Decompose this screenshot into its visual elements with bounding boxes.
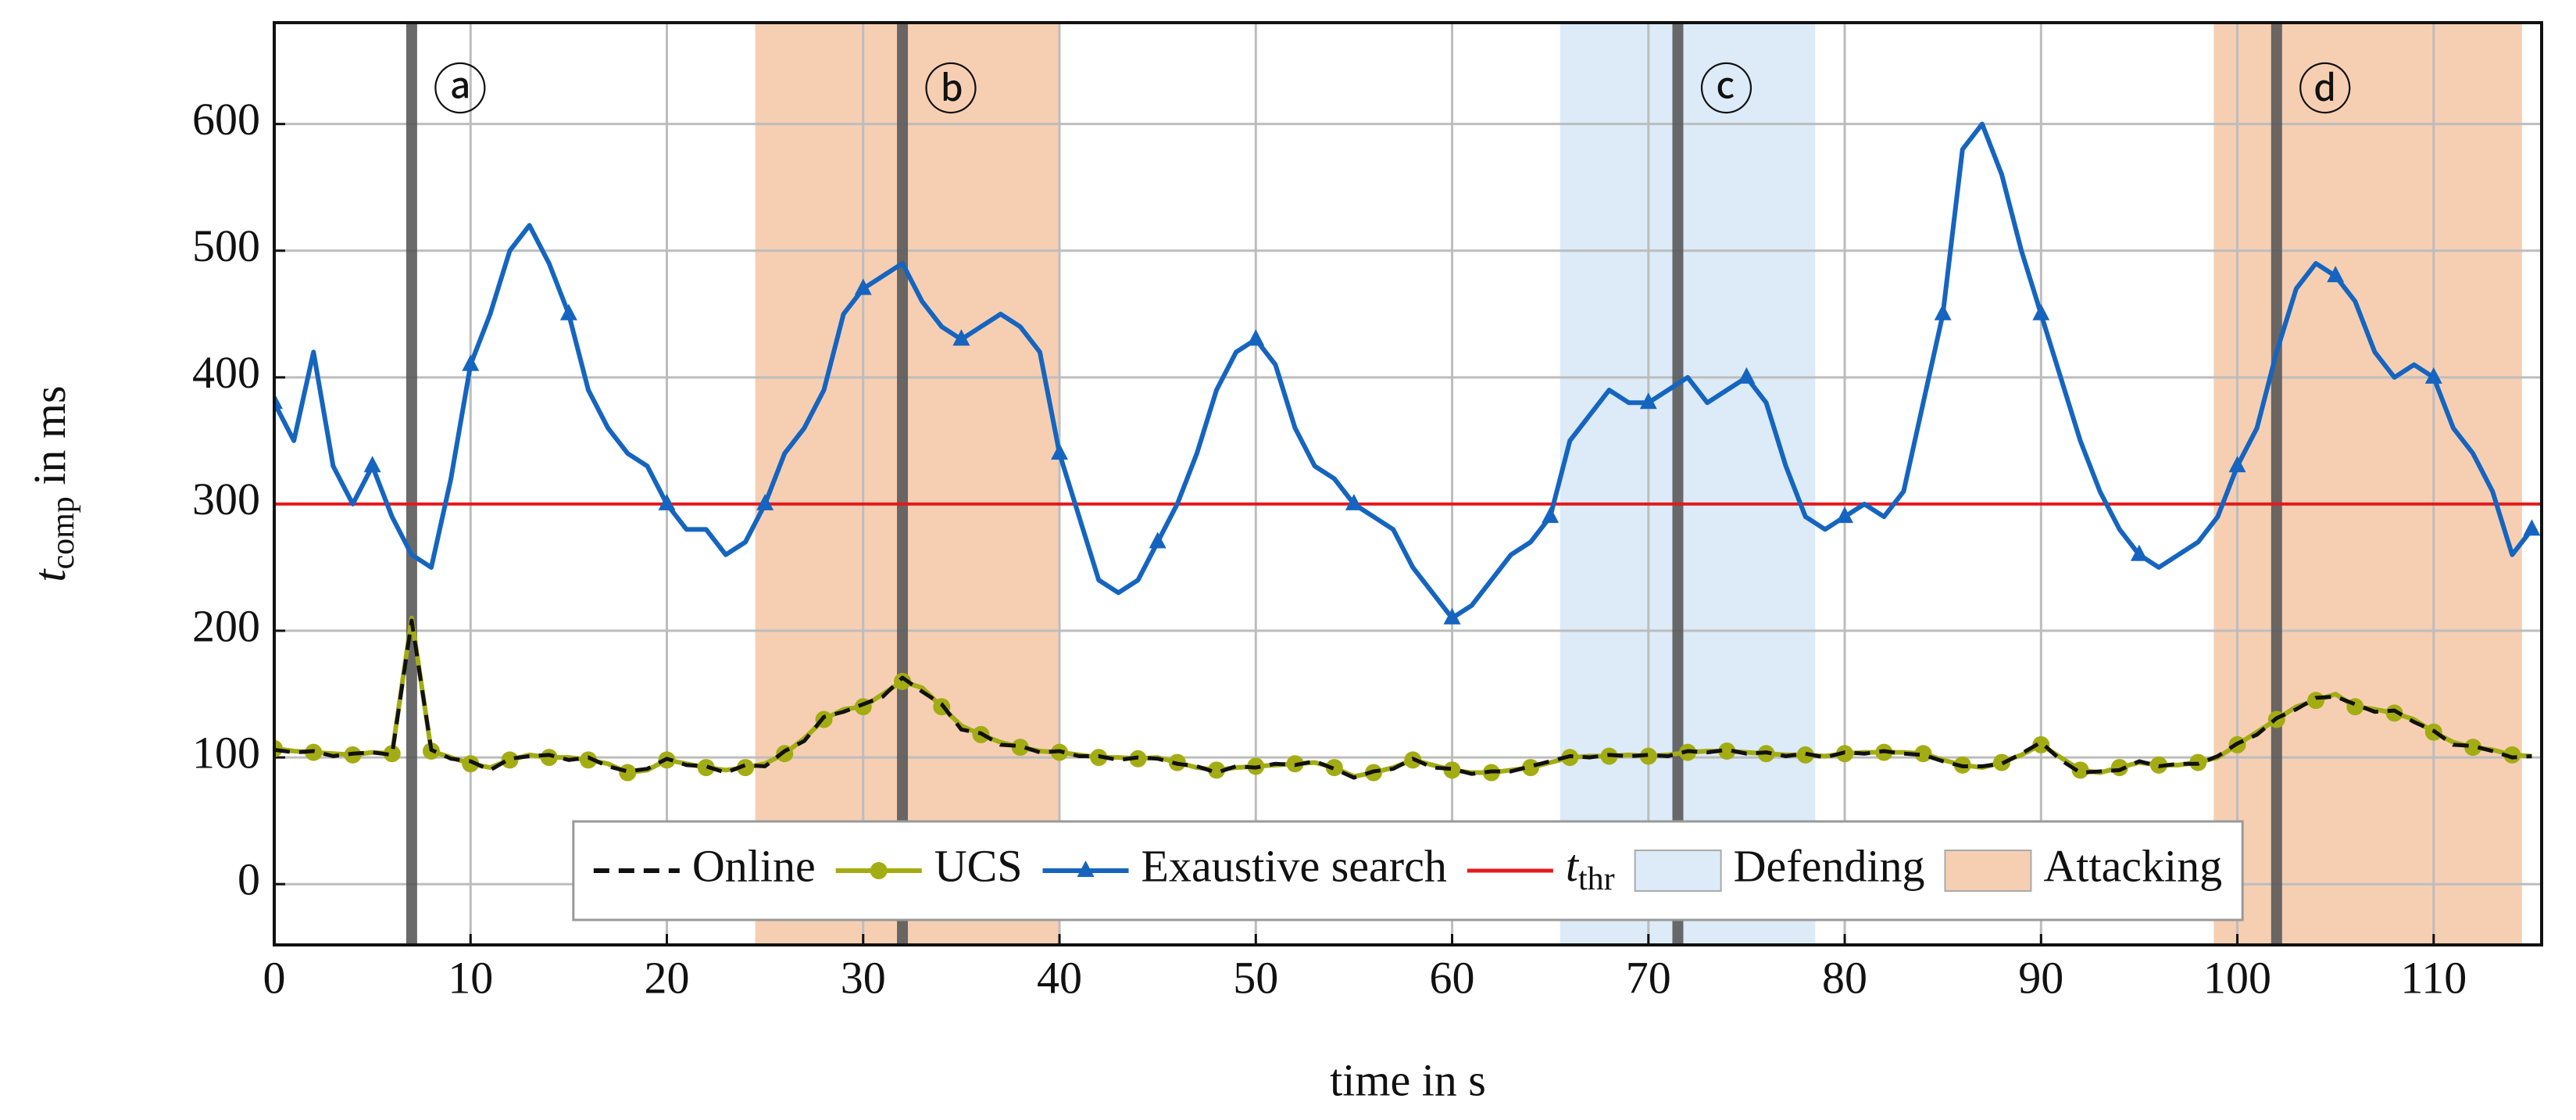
y-tick-label: 200 (192, 600, 260, 651)
point (1934, 303, 1952, 320)
x-tick-label: 40 (1037, 952, 1082, 1003)
point (1836, 506, 1854, 524)
series-line (274, 121, 2534, 621)
y-label-main: t (24, 568, 75, 582)
x-tick-label: 60 (1430, 952, 1475, 1003)
y-axis-label: tcomp in ms (24, 385, 80, 581)
point (462, 755, 480, 773)
point (580, 751, 598, 769)
x-tick-label: 20 (645, 952, 690, 1003)
point (658, 493, 676, 510)
legend-symbol (870, 862, 888, 879)
point (2228, 456, 2246, 473)
point (274, 392, 283, 410)
point (1443, 607, 1461, 624)
point (894, 672, 912, 690)
event-label: ⓑ (924, 61, 978, 121)
point (462, 354, 480, 371)
point (1542, 506, 1560, 524)
y-tick-label: 300 (192, 474, 260, 524)
point (559, 303, 577, 320)
point (2032, 303, 2050, 320)
point (952, 329, 970, 346)
y-tick-label: 600 (192, 94, 260, 145)
point (1208, 761, 1226, 779)
point (2464, 739, 2482, 757)
point (2307, 692, 2325, 710)
point (2523, 519, 2541, 536)
legend: Online UCS Exaustive search tthr Defending At… (572, 820, 2244, 921)
point (2424, 367, 2442, 384)
point (1325, 759, 1343, 777)
x-tick-label: 70 (1626, 952, 1671, 1003)
legend-label: Defending (1734, 840, 1925, 891)
series-line (274, 615, 2532, 779)
event-label: ⓓ (2298, 61, 2353, 121)
point (756, 493, 774, 510)
y-tick-label: 0 (238, 854, 260, 905)
x-tick-label: 30 (841, 952, 886, 1003)
point (1011, 739, 1029, 757)
point (2071, 761, 2089, 779)
point (1914, 745, 1932, 763)
point (619, 764, 637, 782)
series-line (274, 618, 2532, 780)
point (383, 745, 401, 763)
point (2503, 746, 2521, 764)
event-label: ⓒ (1699, 61, 1753, 121)
x-axis-label: time in s (1330, 1054, 1486, 1105)
point (1247, 329, 1265, 346)
x-tick-label: 0 (263, 952, 286, 1003)
point (1443, 761, 1461, 779)
legend-label-sub: thr (1578, 861, 1615, 897)
y-tick-label: 400 (192, 347, 260, 398)
legend-symbol (1634, 850, 1722, 892)
legend-label: tthr (1566, 840, 1615, 896)
x-tick-label: 50 (1233, 952, 1278, 1003)
point (1639, 392, 1657, 410)
point (540, 749, 558, 767)
point (1149, 531, 1167, 549)
point (2032, 735, 2050, 753)
legend-symbol (1944, 850, 2032, 892)
region (1560, 23, 1816, 945)
point (2327, 266, 2345, 283)
x-tick-label: 110 (2400, 952, 2467, 1003)
plot-frame (273, 21, 2543, 946)
point (1345, 493, 1363, 510)
y-tick-label: 100 (192, 727, 260, 778)
x-tick-label: 80 (1822, 952, 1867, 1003)
legend-label-main: t (1566, 840, 1580, 891)
point (697, 759, 715, 777)
region (2213, 23, 2522, 945)
series-group (274, 121, 2541, 782)
point (2130, 544, 2148, 561)
legend-symbol (1077, 861, 1095, 877)
point (854, 278, 872, 295)
point (363, 456, 381, 473)
x-tick-label: 90 (2018, 952, 2063, 1003)
legend-label: UCS (934, 840, 1023, 891)
y-tick-label: 500 (192, 220, 260, 271)
point (1718, 742, 1736, 760)
point (1051, 443, 1069, 460)
point (501, 751, 519, 769)
point (1639, 747, 1657, 765)
event-label: ⓐ (433, 61, 488, 121)
point (2385, 704, 2403, 722)
legend-label: Exaustive search (1142, 840, 1447, 891)
point (1738, 367, 1756, 384)
x-tick-label: 10 (448, 952, 493, 1003)
y-label-sub: comp (45, 496, 81, 569)
legend-label: Attacking (2043, 840, 2222, 891)
x-tick-label: 100 (2203, 952, 2271, 1003)
legend-label: Online (692, 840, 816, 891)
y-label-rest: in ms (24, 385, 75, 496)
point (737, 759, 755, 777)
